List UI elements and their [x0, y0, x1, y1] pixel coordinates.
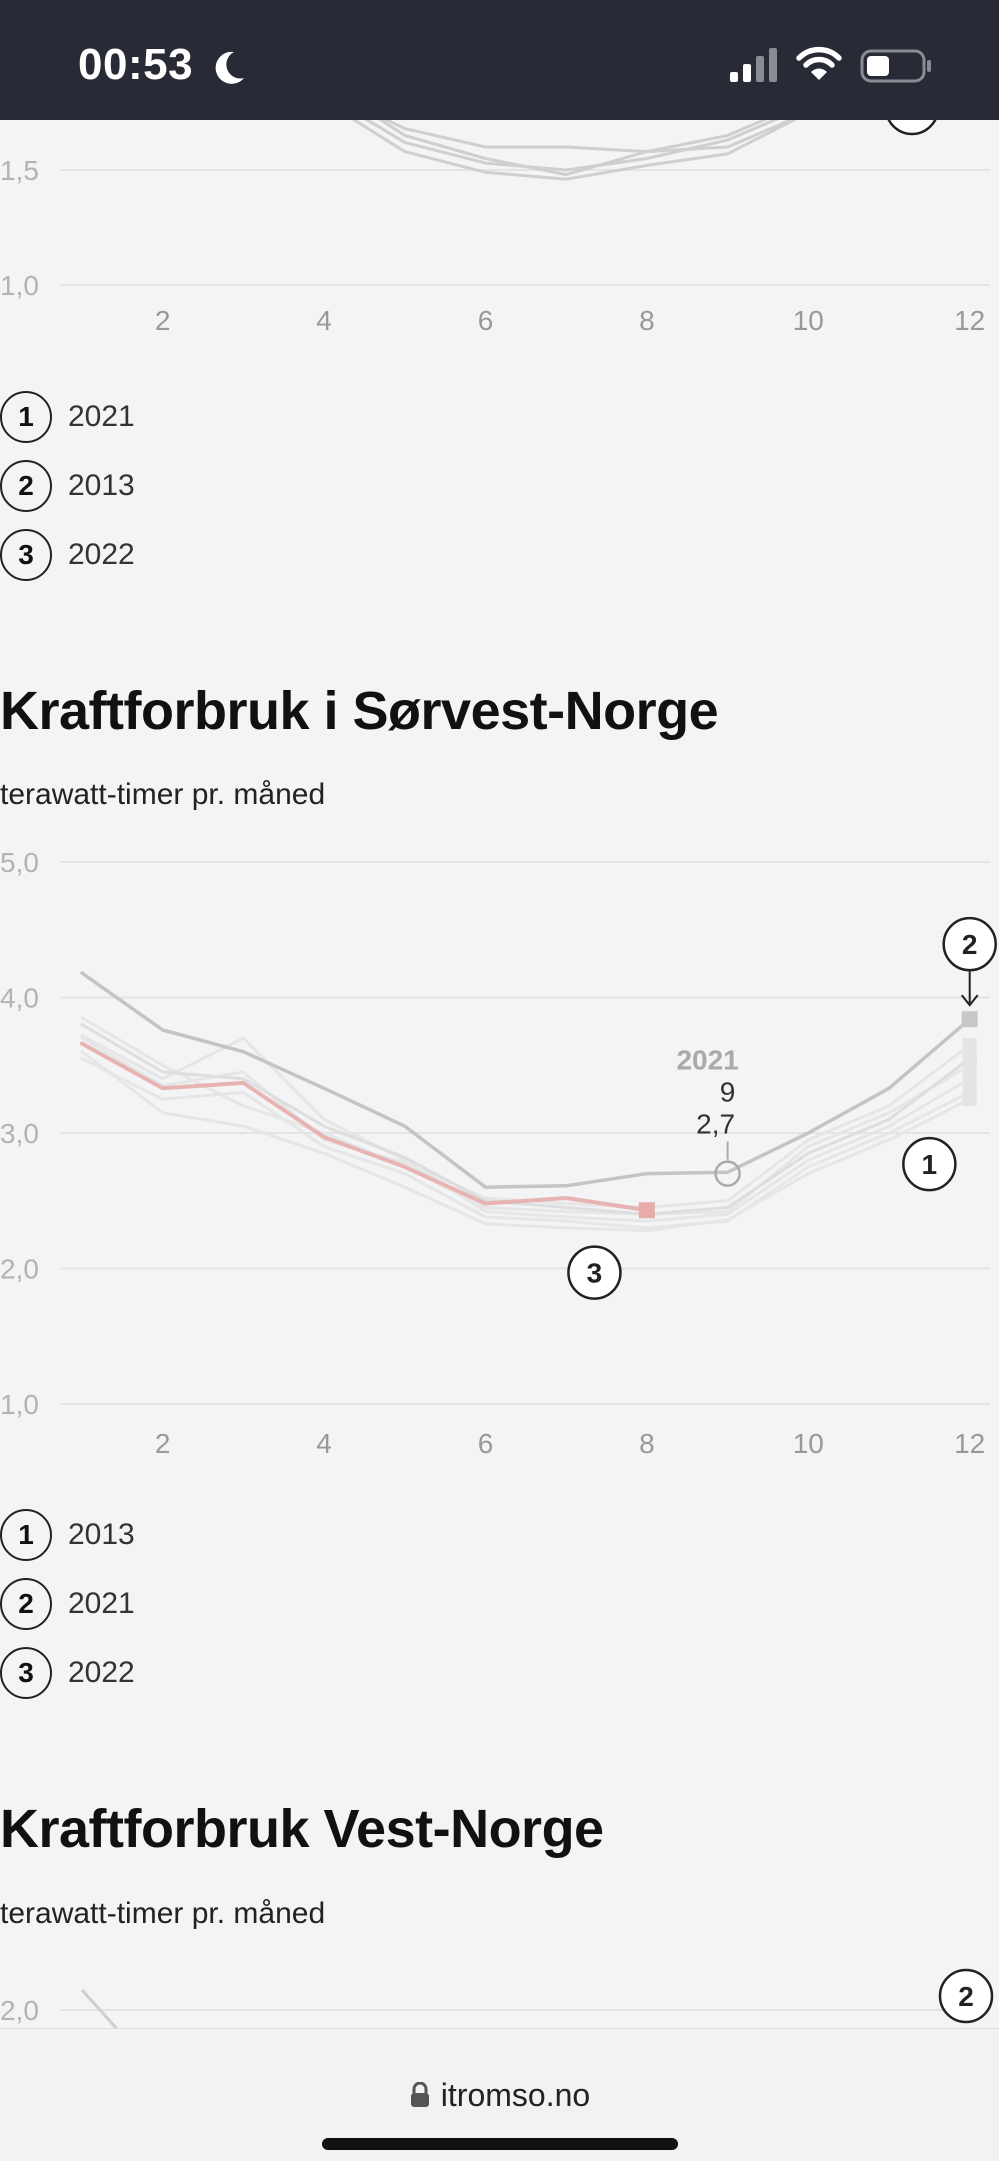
x-tick-label: 2 — [155, 1428, 171, 1459]
tooltip-x: 9 — [720, 1077, 736, 1108]
badge-2-number: 2 — [962, 929, 978, 960]
legend-badge: 2 — [0, 459, 52, 512]
x-tick-label: 6 — [478, 1428, 494, 1459]
x-tick-label: 8 — [639, 1428, 655, 1459]
legend-item: 1 2021 — [0, 382, 135, 451]
lock-icon — [410, 2082, 429, 2107]
badge-2-arrow-head — [960, 994, 979, 1007]
legend-label: 2022 — [68, 1655, 135, 1689]
legend-item: 3 2022 — [0, 520, 135, 589]
chart-3: 2,0 2 — [0, 1968, 994, 2030]
series-line — [322, 81, 810, 177]
chart-1-legend: 1 2021 2 2013 3 2022 — [0, 382, 135, 589]
x-tick-label: 2 — [155, 305, 171, 336]
series-end-marker-2022 — [638, 1202, 655, 1219]
chart-3-subtitle: terawatt-timer pr. måned — [0, 1897, 326, 1930]
chart-3-title: Kraftforbruk Vest-Norge — [0, 1799, 604, 1859]
badge-3-number: 3 — [587, 1258, 603, 1289]
home-indicator[interactable] — [322, 2138, 678, 2150]
browser-bottom-bar: itromso.no — [0, 2028, 999, 2161]
status-time: 00:53 — [78, 40, 194, 89]
moon-icon — [215, 51, 244, 84]
x-tick-label: 6 — [478, 305, 494, 336]
y-tick-label: 2,0 — [0, 1254, 39, 1285]
legend-label: 2013 — [68, 468, 135, 502]
series-end-marker — [962, 1037, 977, 1052]
badge-1-circle — [902, 1136, 957, 1192]
x-tick-label: 10 — [793, 305, 824, 336]
battery-icon — [860, 49, 931, 83]
series-line — [322, 92, 810, 172]
series-end-marker — [962, 1058, 977, 1073]
series-end-marker-2021 — [961, 1011, 978, 1028]
y-tick-label: 5,0 — [0, 847, 39, 878]
url-text: itromso.no — [440, 2077, 591, 2113]
series-line-faded — [80, 1033, 972, 1223]
y-tick-label: 1,0 — [0, 270, 39, 301]
tooltip-value: 2,7 — [696, 1109, 735, 1140]
legend-item: 2 2021 — [0, 1569, 135, 1638]
y-tick-label: 1,5 — [0, 155, 39, 186]
legend-badge: 3 — [0, 528, 52, 581]
badge-3-circle — [567, 1245, 622, 1300]
y-tick-label: 2,0 — [0, 1995, 39, 2026]
legend-label: 2021 — [68, 399, 135, 433]
series-line — [322, 99, 810, 181]
badge-2-number: 2 — [958, 1981, 974, 2012]
badge-1-number: 1 — [922, 1149, 938, 1180]
x-tick-label: 4 — [316, 1428, 332, 1459]
legend-item: 2 2013 — [0, 451, 135, 520]
legend-item: 1 2013 — [0, 1500, 135, 1569]
legend-label: 2022 — [68, 537, 135, 571]
x-tick-label: 10 — [793, 1428, 824, 1459]
legend-badge: 2 — [0, 1577, 52, 1630]
x-tick-label: 12 — [954, 1428, 985, 1459]
x-tick-label: 4 — [316, 305, 332, 336]
tooltip-marker — [714, 1160, 741, 1187]
badge-2: 2 — [938, 1968, 994, 2024]
address-bar[interactable]: itromso.no — [0, 2077, 999, 2114]
signal-icon — [730, 48, 777, 82]
badge-1: 1 — [902, 1136, 957, 1192]
legend-label: 2021 — [68, 1586, 135, 1620]
series-line-2021 — [80, 971, 972, 1189]
series-line-faded — [80, 1050, 972, 1233]
series-line-faded — [80, 1016, 972, 1216]
badge-3: 3 — [567, 1245, 622, 1300]
chart-2-title: Kraftforbruk i Sørvest-Norge — [0, 681, 719, 741]
article-content: 1,5 1,0 2 4 6 8 10 12 1 2021 2 2013 3 2022 Kraftforb… — [0, 80, 997, 2030]
legend-badge: 1 — [0, 390, 52, 443]
x-tick-label: 8 — [639, 305, 655, 336]
series-end-marker — [962, 1071, 977, 1086]
series-end-marker — [962, 1092, 977, 1107]
series-line — [322, 88, 810, 154]
chart-2-legend: 1 2013 2 2021 3 2022 — [0, 1500, 135, 1707]
status-bar: 00:53 — [0, 0, 999, 120]
badge-2-circle — [938, 1968, 994, 2024]
chart-2-subtitle: terawatt-timer pr. måned — [0, 778, 326, 811]
legend-badge: 1 — [0, 1508, 52, 1561]
series-line-2013 — [80, 1023, 972, 1216]
tooltip-series: 2021 — [676, 1045, 738, 1076]
legend-label: 2013 — [68, 1517, 135, 1551]
series-line-faded — [80, 1057, 972, 1230]
y-tick-label: 3,0 — [0, 1118, 39, 1149]
legend-badge: 3 — [0, 1646, 52, 1699]
series-line — [80, 1988, 120, 2030]
x-tick-label: 12 — [954, 305, 985, 336]
series-line-2022 — [80, 1041, 649, 1213]
y-tick-label: 4,0 — [0, 983, 39, 1014]
y-tick-label: 1,0 — [0, 1389, 39, 1420]
badge-2: 2 — [942, 916, 997, 972]
legend-item: 3 2022 — [0, 1638, 135, 1707]
wifi-icon — [796, 46, 842, 80]
